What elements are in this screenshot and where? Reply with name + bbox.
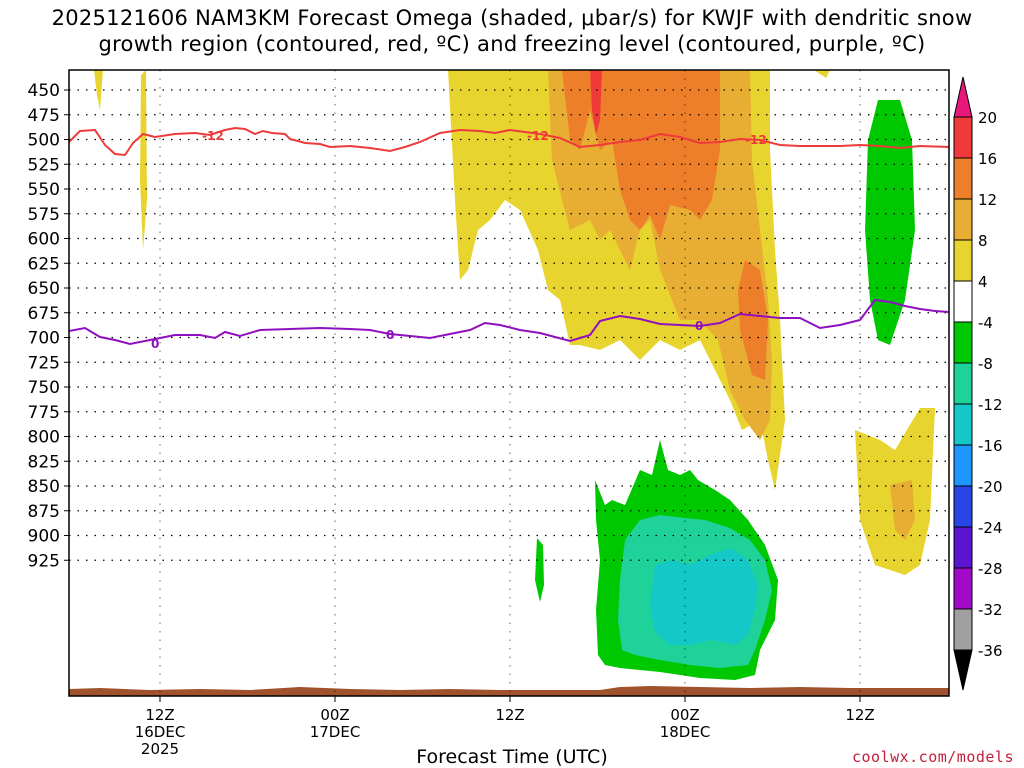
y-tick-label: 750 — [28, 378, 60, 398]
x-tick-label: 12Z — [495, 706, 524, 724]
colorbar-tick-label: 20 — [978, 109, 997, 127]
colorbar: 20 16 12 8 4 -4 -8 -12 -16 -20 -24 -28 -32 -36 — [953, 76, 1003, 691]
omega-region-4-8 — [140, 70, 147, 250]
colorbar-tick-label: -8 — [978, 355, 993, 373]
y-tick-label: 450 — [28, 81, 60, 101]
colorbar-tick-label: -20 — [978, 478, 1003, 496]
y-tick-label: 900 — [28, 527, 60, 547]
colorbar-tick-label: -4 — [978, 314, 993, 332]
contour-label-zero: 0 — [695, 319, 703, 333]
colorbar-bin — [953, 239, 973, 282]
y-tick-label: 625 — [28, 254, 60, 274]
contour-label-minus12: -12 — [745, 133, 767, 147]
x-tick-label: 00Z — [320, 706, 349, 724]
chart-title-line2: growth region (contoured, red, ºC) and f… — [98, 32, 926, 56]
y-tick-label: 775 — [28, 403, 60, 423]
colorbar-bin — [953, 608, 973, 651]
omega-region-8-12 — [890, 480, 915, 540]
colorbar-bin — [953, 526, 973, 569]
omega-region-16-20 — [590, 70, 602, 135]
colorbar-bin — [953, 567, 973, 610]
contour-label-zero: 0 — [386, 328, 394, 342]
contour-label-minus12: -12 — [527, 129, 549, 143]
colorbar-bin — [953, 198, 973, 241]
y-axis-ticks: 450 475 500 525 550 575 600 625 650 675 700 725 750 7… — [28, 81, 69, 571]
colorbar-bin — [953, 485, 973, 528]
y-tick-label: 850 — [28, 477, 60, 497]
y-tick-label: 675 — [28, 304, 60, 324]
y-tick-label: 700 — [28, 329, 60, 349]
contour-label-zero: 0 — [151, 337, 159, 351]
omega-region-neg12-neg16 — [650, 548, 758, 645]
omega-region-12-16 — [738, 260, 768, 380]
omega-region-neg4-neg8 — [535, 538, 544, 602]
y-tick-label: 925 — [28, 551, 60, 571]
colorbar-tick-label: 16 — [978, 150, 997, 168]
omega-region-neg4-neg8 — [865, 100, 915, 345]
colorbar-tick-label: 8 — [978, 232, 988, 250]
y-tick-label: 650 — [28, 279, 60, 299]
colorbar-arrow-bottom — [953, 649, 973, 691]
x-tick-year: 2025 — [141, 740, 179, 758]
y-tick-label: 550 — [28, 180, 60, 200]
colorbar-tick-label: 12 — [978, 191, 997, 209]
colorbar-arrow-top — [953, 76, 973, 118]
x-tick-label: 12Z — [845, 706, 874, 724]
y-tick-label: 575 — [28, 205, 60, 225]
colorbar-tick-label: 4 — [978, 273, 988, 291]
y-tick-label: 600 — [28, 230, 60, 250]
omega-shading — [69, 70, 949, 696]
colorbar-bin — [953, 280, 973, 323]
y-tick-label: 500 — [28, 131, 60, 151]
y-tick-label: 825 — [28, 452, 60, 472]
colorbar-tick-label: -28 — [978, 560, 1003, 578]
colorbar-bin — [953, 444, 973, 487]
x-axis-title: Forecast Time (UTC) — [416, 746, 608, 768]
colorbar-tick-label: -16 — [978, 437, 1003, 455]
colorbar-bin — [953, 362, 973, 405]
x-tick-label: 12Z — [145, 706, 174, 724]
colorbar-bin — [953, 157, 973, 200]
y-tick-label: 800 — [28, 428, 60, 448]
colorbar-tick-label: -36 — [978, 642, 1003, 660]
y-tick-label: 725 — [28, 353, 60, 373]
colorbar-tick-label: -12 — [978, 396, 1003, 414]
colorbar-bin — [953, 116, 973, 159]
x-tick-date: 16DEC — [135, 723, 186, 741]
x-tick-date: 17DEC — [310, 723, 361, 741]
x-tick-date: 18DEC — [660, 723, 711, 741]
plot-frame — [68, 69, 950, 697]
terrain — [69, 686, 949, 696]
chart-title-line1: 2025121606 NAM3KM Forecast Omega (shaded… — [51, 6, 973, 30]
omega-region-12-16 — [562, 70, 720, 240]
colorbar-bin — [953, 321, 973, 364]
credit-label: coolwx.com/models — [851, 748, 1014, 766]
x-tick-label: 00Z — [670, 706, 699, 724]
colorbar-tick-label: -24 — [978, 519, 1003, 537]
colorbar-tick-label: -32 — [978, 601, 1003, 619]
contour-purple-zero — [69, 298, 949, 346]
contour-red-minus12 — [69, 126, 949, 157]
contour-label-minus12: -12 — [202, 129, 224, 143]
y-tick-label: 525 — [28, 155, 60, 175]
y-tick-label: 875 — [28, 502, 60, 522]
omega-region-4-8 — [94, 70, 103, 110]
y-tick-label: 475 — [28, 106, 60, 126]
colorbar-bin — [953, 403, 973, 446]
